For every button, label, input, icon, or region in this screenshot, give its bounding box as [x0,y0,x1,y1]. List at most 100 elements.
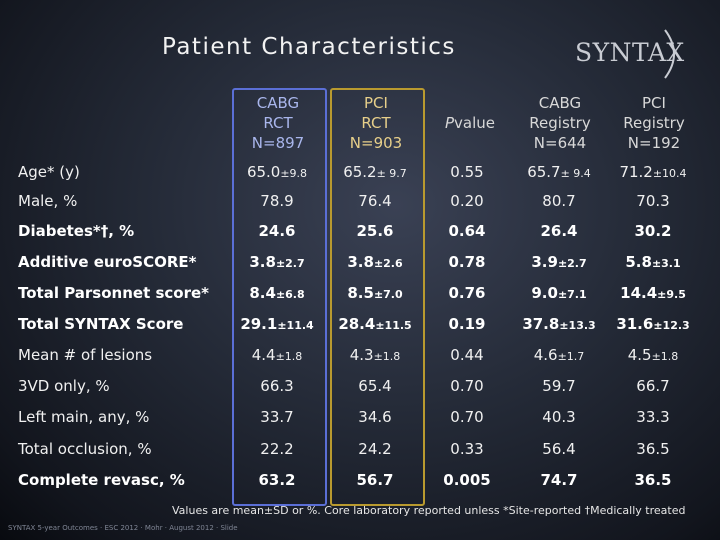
row-label: Complete revasc, % [18,471,185,489]
cabg-rct-column-box [232,88,327,506]
table-cell: 0.19 [421,312,513,336]
table-cell: 66.7 [607,374,699,398]
cell-value: 4.3 [349,346,374,364]
row-label: Additive euroSCORE* [18,253,197,271]
cell-value: 8.4 [249,284,276,302]
cell-value: 0.76 [448,284,486,302]
table-cell: 36.5 [607,437,699,461]
table-cell: 24.2 [329,437,421,461]
table-cell: 22.2 [231,437,323,461]
table-cell: 56.4 [513,437,605,461]
cell-value: 34.6 [358,408,392,426]
cell-value: 25.6 [356,222,394,240]
table-cell: 4.5±1.8 [607,343,699,367]
table-cell: 26.4 [513,219,605,243]
row-label: Total SYNTAX Score [18,315,184,333]
cell-value: 0.70 [450,377,484,395]
table-cell: 14.4±9.5 [607,281,699,305]
table-cell: 30.2 [607,219,699,243]
cell-value: 0.44 [450,346,484,364]
table-cell: 56.7 [329,468,421,492]
cell-value: 56.7 [356,471,394,489]
table-cell: 0.78 [421,250,513,274]
table-cell: 0.64 [421,219,513,243]
cell-value: 5.8 [625,253,652,271]
cell-value: 24.2 [358,440,392,458]
cell-sd: ± 9.4 [560,167,591,180]
cell-sd: ±7.0 [373,288,403,301]
table-row: Total occlusion, % 22.2 24.2 0.33 56.4 36.5 [0,437,720,461]
cell-value: 33.7 [260,408,294,426]
cell-value: 0.33 [450,440,484,458]
table-cell: 80.7 [513,189,605,213]
cell-value: 80.7 [542,192,576,210]
header-p-letter: P [444,114,455,132]
cell-value: 78.9 [260,192,294,210]
cell-value: 3.8 [249,253,276,271]
table-cell: 33.3 [607,405,699,429]
table-cell: 29.1±11.4 [231,312,323,336]
cell-value: 31.6 [616,315,654,333]
table-cell: 0.20 [421,189,513,213]
table-cell: 0.005 [421,468,513,492]
header-cabg-registry: CABG Registry N=644 [529,94,591,152]
table-cell: 65.4 [329,374,421,398]
table-cell: 28.4±11.5 [329,312,421,336]
table-cell: 63.2 [231,468,323,492]
table-cell: 65.7± 9.4 [513,160,605,184]
cell-value: 65.2 [343,163,377,181]
table-cell: 65.0±9.8 [231,160,323,184]
cell-sd: ±12.3 [653,319,690,332]
table-cell: 31.6±12.3 [607,312,699,336]
cell-value: 56.4 [542,440,576,458]
row-label: Male, % [18,192,78,210]
cell-value: 4.5 [627,346,652,364]
table-row: Complete revasc, % 63.2 56.7 0.005 74.7 36.5 [0,468,720,492]
cell-sd: ±6.8 [275,288,305,301]
cell-value: 66.7 [636,377,670,395]
cell-value: 28.4 [338,315,376,333]
table-cell: 33.7 [231,405,323,429]
table-cell: 70.3 [607,189,699,213]
header-cabg-rct: CABG RCT N=897 [251,94,305,152]
table-row: Mean # of lesions 4.4±1.8 4.3±1.8 0.44 4.6±1… [0,343,720,367]
cell-sd: ±10.4 [652,167,687,180]
cell-value: 76.4 [358,192,392,210]
row-label: Left main, any, % [18,408,150,426]
cell-value: 0.19 [448,315,486,333]
table-cell: 66.3 [231,374,323,398]
footnote: Values are mean±SD or %. Core laboratory… [172,504,686,517]
cell-value: 71.2 [619,163,653,181]
table-cell: 59.7 [513,374,605,398]
cell-value: 3.9 [531,253,558,271]
table-cell: 3.9±2.7 [513,250,605,274]
cell-sd: ±11.5 [375,319,412,332]
table-cell: 0.76 [421,281,513,305]
table-cell: 25.6 [329,219,421,243]
logo-arc-icon [664,29,675,79]
cell-value: 9.0 [531,284,558,302]
table-cell: 0.55 [421,160,513,184]
table-cell: 37.8±13.3 [513,312,605,336]
cell-sd: ±7.1 [557,288,587,301]
table-cell: 4.3±1.8 [329,343,421,367]
cell-value: 29.1 [240,315,278,333]
cell-sd: ±2.7 [275,257,305,270]
cell-sd: ±9.5 [657,288,686,301]
cell-value: 37.8 [522,315,560,333]
table-row: Total SYNTAX Score 29.1±11.4 28.4±11.5 0.19… [0,312,720,336]
table-cell: 0.33 [421,437,513,461]
cell-value: 65.4 [358,377,392,395]
cell-sd: ±1.7 [557,350,585,363]
table-cell: 3.8±2.6 [329,250,421,274]
table-row: Diabetes*†, % 24.6 25.6 0.64 26.4 30.2 [0,219,720,243]
table-cell: 24.6 [231,219,323,243]
table-cell: 34.6 [329,405,421,429]
cell-value: 40.3 [542,408,576,426]
slide-footer: SYNTAX 5-year Outcomes · ESC 2012 · Mohr… [8,524,238,532]
cell-value: 0.64 [448,222,486,240]
table-row: Total Parsonnet score* 8.4±6.8 8.5±7.0 0.76… [0,281,720,305]
cell-sd: ±11.4 [277,319,314,332]
cell-value: 0.70 [450,408,484,426]
